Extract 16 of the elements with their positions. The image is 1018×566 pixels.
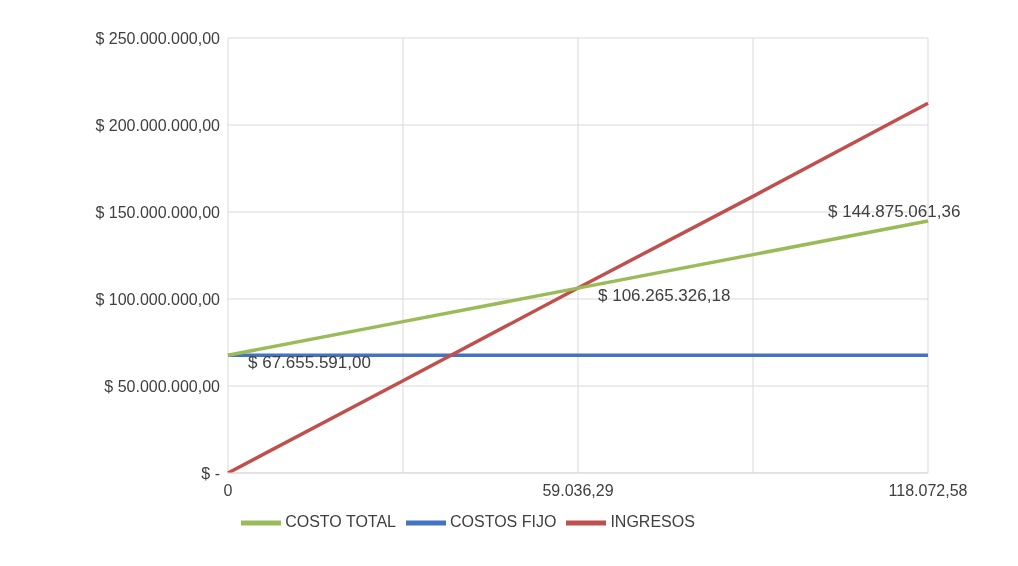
y-tick-label: $ 150.000.000,00 [95,203,221,221]
y-tick-label: $ 250.000.000,00 [95,29,221,47]
y-tick-label: $ 200.000.000,00 [95,116,221,134]
y-tick-label: $ - [201,464,220,482]
y-tick-label: $ 100.000.000,00 [95,290,221,308]
y-tick-label: $ 50.000.000,00 [104,377,221,395]
x-tick-label: 118.072,58 [888,482,968,500]
legend-label: COSTO TOTAL [285,513,396,531]
legend-label: INGRESOS [610,513,695,531]
line-series [226,219,930,358]
legend-label: COSTOS FIJO [449,513,557,531]
data-label: $ 144.875.061,36 [828,202,961,222]
x-tick-label: 59.036,29 [542,482,614,500]
data-label: $ 106.265.326,18 [598,285,731,305]
x-tick-label: 0 [223,482,233,500]
data-label: $ 67.655.591,00 [248,352,371,372]
